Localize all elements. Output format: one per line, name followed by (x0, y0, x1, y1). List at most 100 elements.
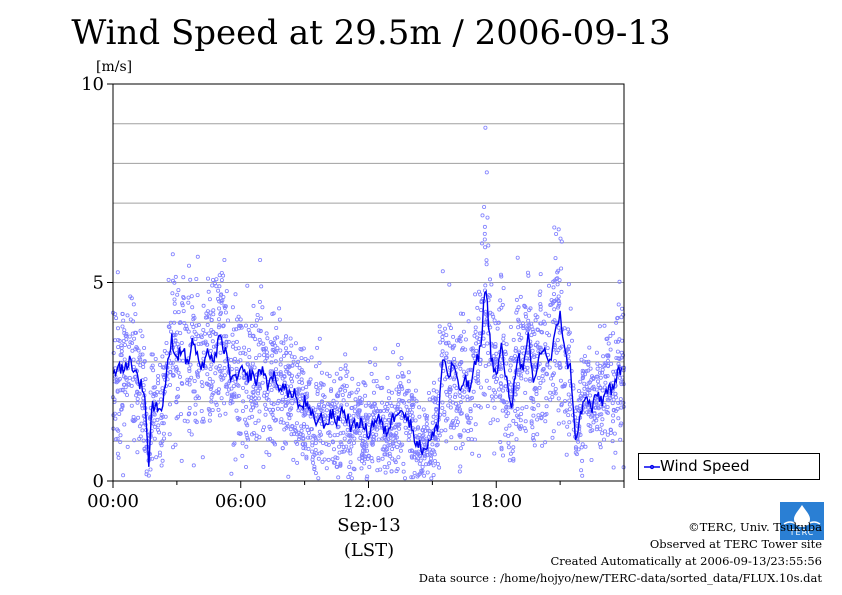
scatter-point (604, 336, 609, 341)
scatter-point (168, 361, 173, 366)
credit-copyright: ©TERC, Univ. Tsukuba (688, 520, 822, 534)
scatter-point (171, 373, 176, 378)
scatter-point (270, 408, 275, 413)
scatter-point (570, 338, 575, 343)
scatter-point (250, 390, 255, 395)
scatter-point (448, 405, 453, 410)
scatter-point (552, 359, 557, 364)
scatter-point (431, 414, 436, 419)
scatter-point (449, 423, 454, 428)
scatter-point (611, 465, 616, 470)
scatter-point (211, 308, 216, 313)
scatter-point (113, 437, 118, 442)
scatter-point (287, 407, 292, 412)
scatter-point (131, 319, 136, 324)
scatter-point (133, 312, 138, 317)
scatter-point (307, 380, 312, 385)
scatter-point (288, 336, 293, 341)
scatter-point (261, 353, 266, 358)
scatter-point (242, 374, 247, 379)
scatter-point (589, 457, 594, 462)
scatter-point (335, 409, 340, 414)
scatter-point (358, 435, 363, 440)
scatter-point (334, 371, 339, 376)
scatter-point (539, 329, 544, 334)
scatter-point (115, 436, 120, 441)
scatter-point (532, 353, 537, 358)
scatter-point (211, 344, 216, 349)
scatter-point (123, 333, 128, 338)
scatter-point (406, 388, 411, 393)
scatter-point (282, 380, 287, 385)
scatter-point (380, 456, 385, 461)
scatter-point (191, 463, 196, 468)
scatter-point (501, 399, 506, 404)
scatter-point (234, 317, 239, 322)
scatter-point (315, 391, 320, 396)
scatter-point (162, 436, 167, 441)
scatter-point (466, 319, 471, 324)
scatter-point (440, 269, 445, 274)
scatter-point (602, 437, 607, 442)
scatter-point (322, 457, 327, 462)
scatter-point (234, 366, 239, 371)
scatter-point (111, 350, 116, 355)
scatter-point (332, 405, 337, 410)
scatter-point (443, 428, 448, 433)
scatter-point (135, 450, 140, 455)
scatter-point (350, 376, 355, 381)
scatter-point (576, 398, 581, 403)
scatter-point (476, 380, 481, 385)
scatter-point (201, 327, 206, 332)
scatter-point (300, 386, 305, 391)
scatter-point (141, 364, 146, 369)
scatter-point (142, 345, 147, 350)
scatter-point (233, 457, 238, 462)
scatter-point (588, 393, 593, 398)
scatter-point (620, 306, 625, 311)
scatter-point (383, 404, 388, 409)
scatter-point (338, 463, 343, 468)
scatter-point (384, 437, 389, 442)
scatter-point (313, 471, 318, 476)
y-tick-label: 0 (93, 471, 104, 492)
scatter-point (554, 363, 559, 368)
scatter-point (498, 272, 503, 277)
scatter-point (280, 397, 285, 402)
scatter-point (140, 428, 145, 433)
scatter-point (159, 443, 164, 448)
scatter-point (306, 380, 311, 385)
scatter-point (457, 469, 462, 474)
scatter-point (286, 363, 291, 368)
scatter-point (381, 414, 386, 419)
scatter-point (421, 407, 426, 412)
scatter-point (424, 417, 429, 422)
scatter-point (125, 392, 130, 397)
scatter-point (180, 301, 185, 306)
scatter-point (247, 415, 252, 420)
scatter-point (305, 358, 310, 363)
scatter-point (459, 411, 464, 416)
scatter-point (240, 453, 245, 458)
scatter-point (584, 360, 589, 365)
scatter-point (363, 393, 368, 398)
scatter-point (535, 417, 540, 422)
scatter-point (299, 356, 304, 361)
scatter-point (249, 408, 254, 413)
scatter-point (552, 292, 557, 297)
scatter-point (422, 442, 427, 447)
scatter-point (552, 225, 557, 230)
scatter-point (529, 333, 534, 338)
scatter-point (316, 402, 321, 407)
scatter-point (328, 388, 333, 393)
scatter-point (613, 395, 618, 400)
scatter-point (437, 465, 442, 470)
scatter-point (523, 377, 528, 382)
scatter-point (390, 456, 395, 461)
scatter-point (460, 395, 465, 400)
scatter-point (224, 334, 229, 339)
scatter-point (594, 418, 599, 423)
scatter-point (370, 442, 375, 447)
scatter-point (492, 318, 497, 323)
scatter-point (258, 257, 263, 262)
